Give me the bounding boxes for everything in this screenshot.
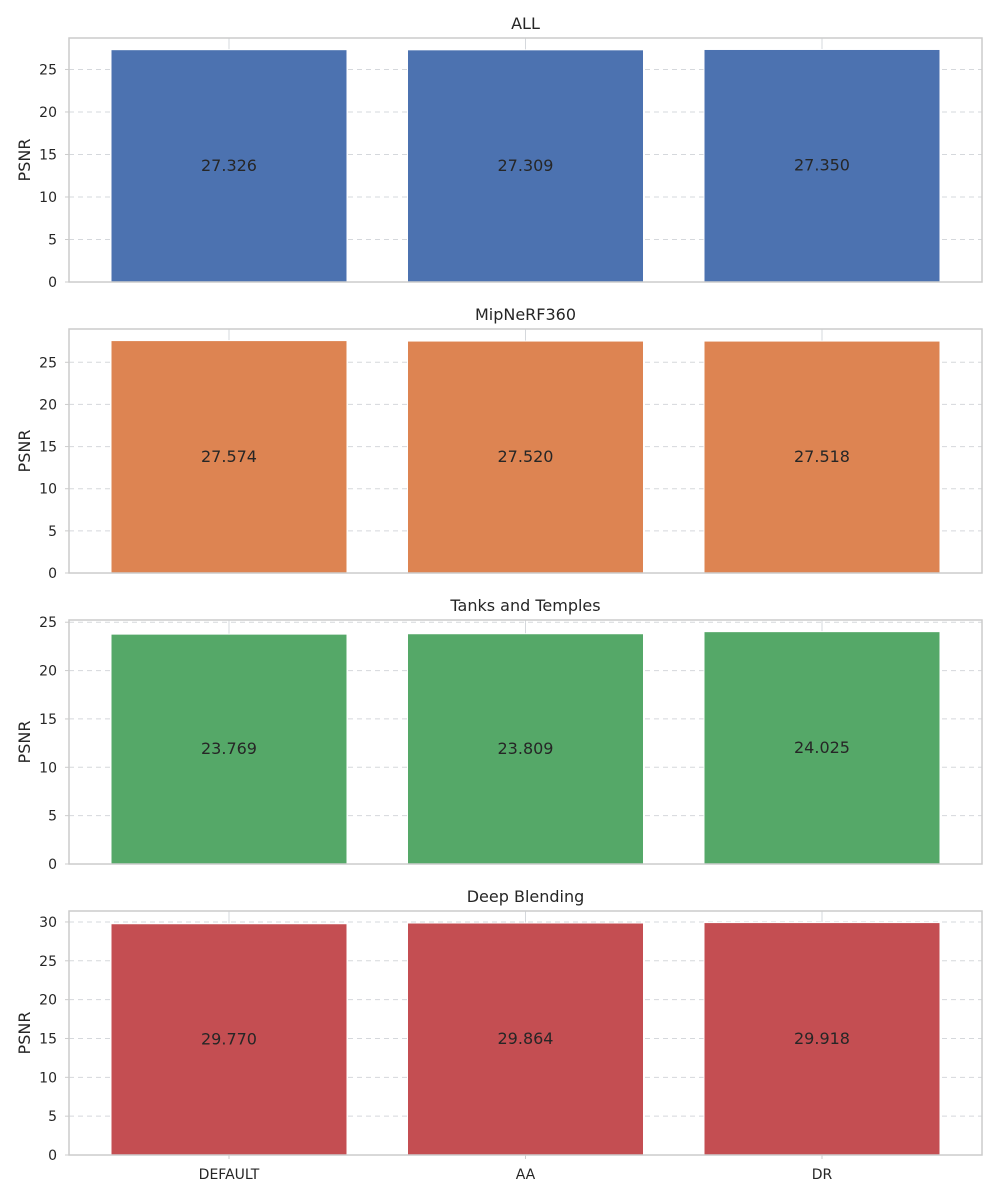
bar-dr <box>703 631 941 865</box>
bar-dr <box>703 340 941 574</box>
y-tick-label: 25 <box>39 62 57 78</box>
y-tick-label: 10 <box>39 482 57 498</box>
bar-default <box>110 49 348 283</box>
bar-aa <box>407 633 644 865</box>
y-tick-label: 15 <box>39 712 57 728</box>
y-tick-label: 10 <box>39 1070 57 1086</box>
y-tick-label: 0 <box>48 275 57 291</box>
bar-value-label: 23.809 <box>498 739 554 758</box>
y-tick-label: 10 <box>39 190 57 206</box>
bar-value-label: 24.025 <box>794 738 850 757</box>
x-tick-label: AA <box>516 1167 536 1183</box>
subplot-title: Deep Blending <box>467 887 585 906</box>
y-tick-label: 0 <box>48 566 57 582</box>
y-axis-label: PSNR <box>15 1012 34 1055</box>
bar-value-label: 27.326 <box>201 156 257 175</box>
bar-default <box>110 340 348 574</box>
subplot-title: MipNeRF360 <box>475 305 576 324</box>
bar-aa <box>407 340 644 574</box>
bar-value-label: 29.864 <box>498 1029 554 1048</box>
plot-frame <box>68 37 983 283</box>
plot-frame <box>68 619 983 865</box>
y-tick-label: 20 <box>39 664 57 680</box>
y-tick-label: 5 <box>48 232 57 248</box>
bar-aa <box>407 922 644 1156</box>
x-tick-label: DR <box>812 1167 833 1183</box>
y-tick-label: 25 <box>39 954 57 970</box>
y-tick-label: 0 <box>48 1148 57 1164</box>
bar-value-label: 29.918 <box>794 1029 850 1048</box>
y-axis-label: PSNR <box>15 430 34 473</box>
y-tick-label: 20 <box>39 105 57 121</box>
y-tick-label: 15 <box>39 440 57 456</box>
y-tick-label: 5 <box>48 524 57 540</box>
bar-dr <box>703 922 941 1156</box>
y-tick-label: 10 <box>39 760 57 776</box>
bar-value-label: 27.309 <box>498 156 554 175</box>
y-tick-label: 5 <box>48 809 57 825</box>
bar-dr <box>703 48 941 283</box>
y-tick-label: 25 <box>39 355 57 371</box>
y-tick-label: 15 <box>39 147 57 163</box>
bar-value-label: 29.770 <box>201 1029 257 1048</box>
y-tick-label: 5 <box>48 1109 57 1125</box>
bar-value-label: 27.520 <box>498 447 554 466</box>
bar-aa <box>407 49 644 283</box>
y-tick-label: 20 <box>39 993 57 1009</box>
bar-default <box>110 633 348 865</box>
y-tick-label: 15 <box>39 1031 57 1047</box>
bar-value-label: 23.769 <box>201 739 257 758</box>
bar-value-label: 27.350 <box>794 156 850 175</box>
y-tick-label: 30 <box>39 915 57 931</box>
x-tick-label: DEFAULT <box>199 1167 260 1183</box>
bar-value-label: 27.518 <box>794 447 850 466</box>
subplot-title: ALL <box>511 14 540 33</box>
y-axis-label: PSNR <box>15 139 34 182</box>
y-axis-label: PSNR <box>15 721 34 764</box>
subplot-title: Tanks and Temples <box>449 596 600 615</box>
y-tick-label: 0 <box>48 857 57 873</box>
y-tick-label: 20 <box>39 397 57 413</box>
y-tick-label: 25 <box>39 615 57 631</box>
bar-value-label: 27.574 <box>201 447 257 466</box>
plot-frame <box>68 328 983 574</box>
